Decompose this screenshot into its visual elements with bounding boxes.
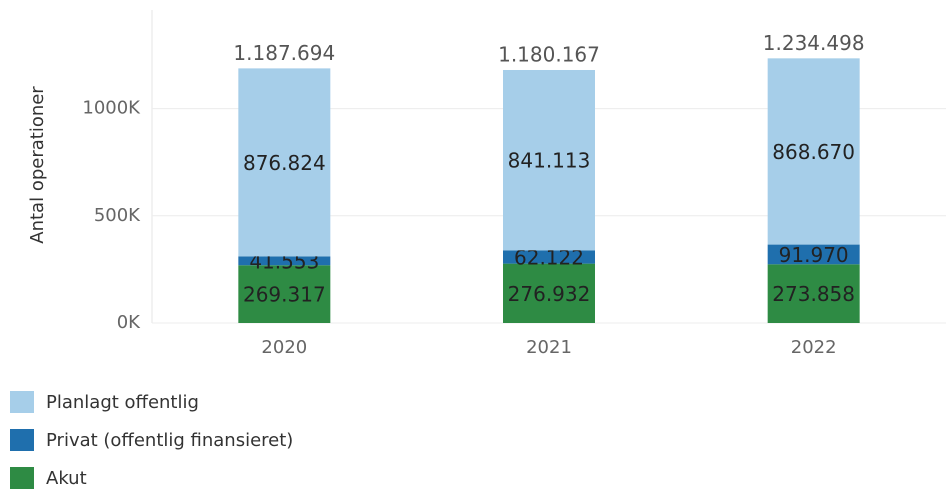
bar-segment	[238, 68, 331, 257]
bar-segment	[767, 58, 860, 245]
bar-segment	[767, 244, 860, 265]
x-tick-label: 2022	[791, 337, 837, 358]
data-label: 273.858	[772, 282, 855, 306]
bar-segment	[767, 264, 860, 323]
y-tick-label: 500K	[94, 205, 141, 226]
data-label: 269.317	[243, 283, 326, 307]
legend-label: Planlagt offentlig	[46, 392, 199, 413]
bar-segment	[238, 256, 331, 266]
data-label: 868.670	[772, 140, 855, 164]
legend-label: Privat (offentlig finansieret)	[46, 430, 293, 451]
bar-segment	[503, 250, 595, 264]
total-label: 1.180.167	[498, 42, 600, 66]
bar-segment	[503, 69, 595, 251]
legend-swatch	[10, 391, 34, 413]
y-axis-title: Antal operationer	[27, 86, 48, 244]
data-label: 841.113	[508, 149, 591, 173]
bar-segment	[238, 265, 331, 323]
x-tick-label: 2020	[261, 337, 307, 358]
y-tick-label: 0K	[117, 312, 141, 333]
data-label: 876.824	[243, 151, 326, 175]
total-label: 1.187.694	[233, 41, 335, 65]
bar-segment	[503, 263, 595, 323]
legend-swatch	[10, 467, 34, 489]
total-label: 1.234.498	[763, 31, 865, 55]
x-tick-label: 2021	[526, 337, 572, 358]
legend-swatch	[10, 429, 34, 451]
data-label: 276.932	[508, 282, 591, 306]
y-tick-label: 1000K	[82, 98, 141, 119]
data-label: 91.970	[779, 243, 849, 267]
legend-label: Akut	[46, 468, 87, 489]
